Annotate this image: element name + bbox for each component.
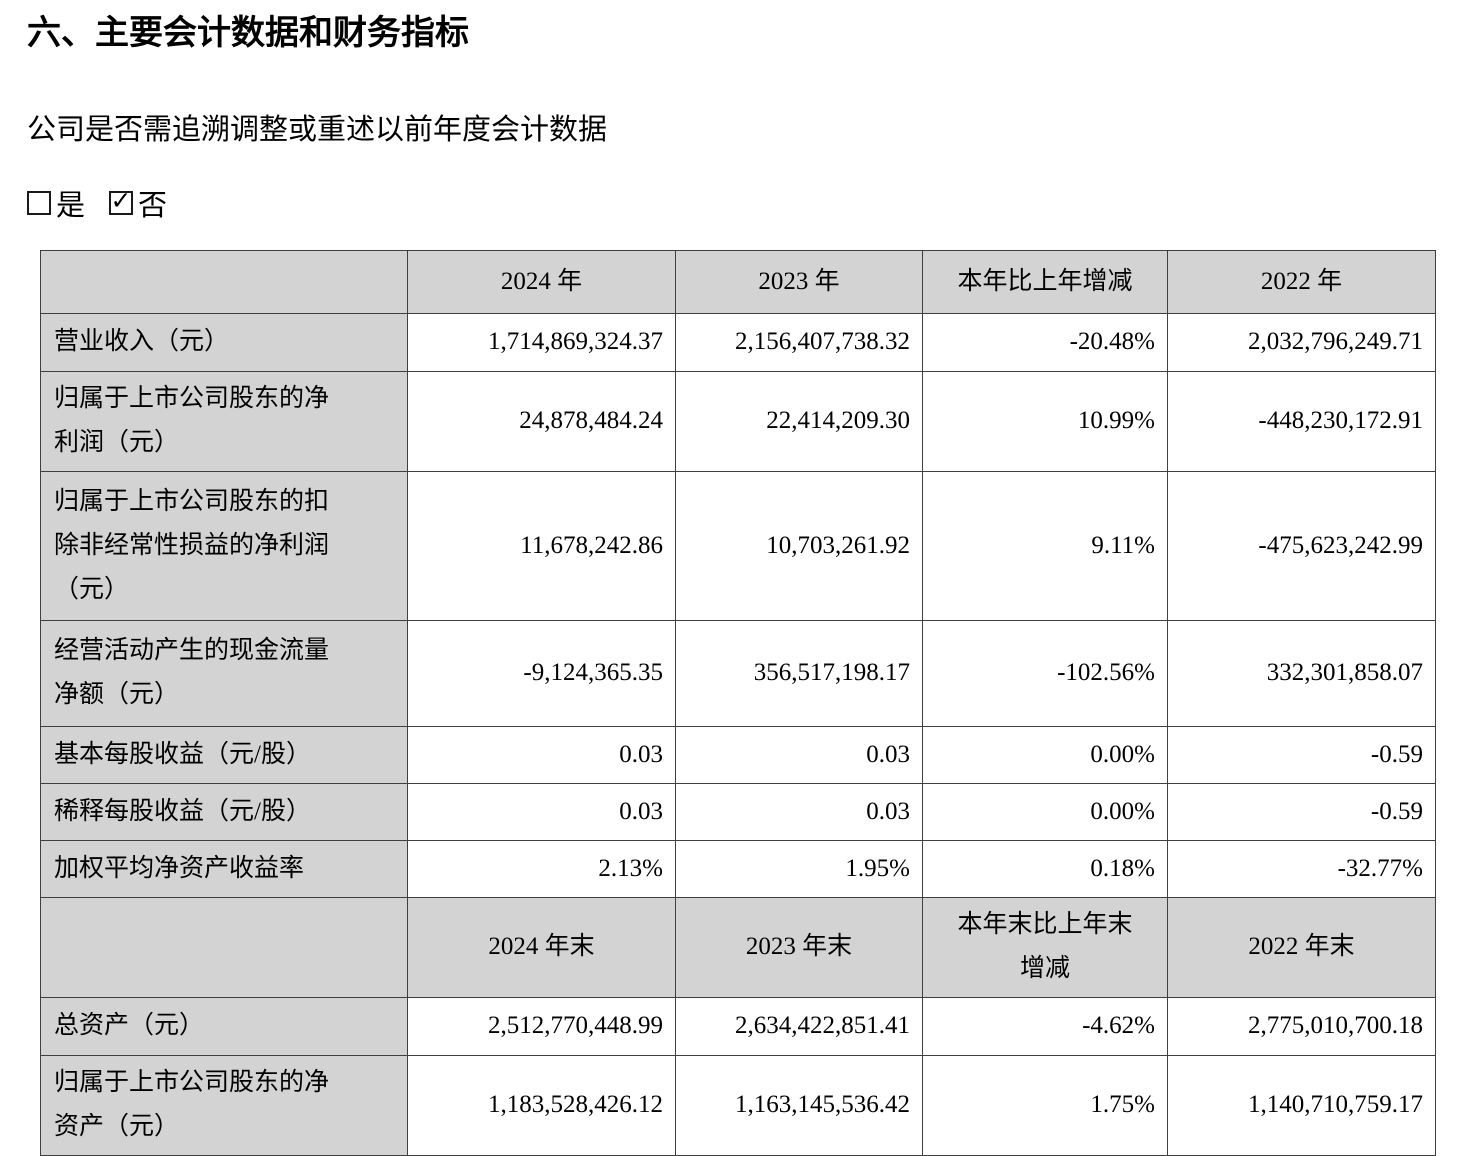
table-row-diluted-eps: 稀释每股收益（元/股） 0.03 0.03 0.00% -0.59 (40, 782, 1436, 841)
option-yes-label: 是 (56, 189, 86, 222)
value-change-cell: 0.00% (922, 725, 1168, 784)
value-change-cell: 1.75% (922, 1054, 1168, 1156)
value-2024-cell: 0.03 (407, 782, 676, 841)
value-2024-cell: 1,183,528,426.12 (407, 1054, 676, 1156)
eoy-header-2023-cell: 2023 年末 (675, 896, 923, 998)
table-row-weighted-avg-roe: 加权平均净资产收益率 2.13% 1.95% 0.18% -32.77% (40, 839, 1436, 898)
section-title: 六、主要会计数据和财务指标 (27, 15, 469, 52)
checkbox-checked-icon: ✓ (109, 185, 134, 215)
annual-header-2022-cell: 2022 年 (1167, 249, 1436, 314)
value-2023-cell: 1,163,145,536.42 (675, 1054, 923, 1156)
value-2022-cell: 332,301,858.07 (1167, 619, 1436, 727)
value-change-cell: 9.11% (922, 470, 1168, 621)
table-row-basic-eps: 基本每股收益（元/股） 0.03 0.03 0.00% -0.59 (40, 725, 1436, 784)
eoy-header-2022-cell: 2022 年末 (1167, 896, 1436, 998)
value-2023-cell: 10,703,261.92 (675, 470, 923, 621)
value-2023-cell: 2,156,407,738.32 (675, 312, 923, 372)
value-2022-cell: -0.59 (1167, 782, 1436, 841)
value-change-cell: -102.56% (922, 619, 1168, 727)
value-2022-cell: 1,140,710,759.17 (1167, 1054, 1436, 1156)
option-yes: 是 (27, 182, 85, 224)
restatement-question: 公司是否需追溯调整或重述以前年度会计数据 (27, 113, 608, 146)
value-2023-cell: 22,414,209.30 (675, 370, 923, 472)
value-2023-cell: 0.03 (675, 725, 923, 784)
indicator-label-cell: 经营活动产生的现金流量 净额（元） (40, 619, 408, 727)
indicator-label-cell: 基本每股收益（元/股） (40, 725, 408, 784)
eoy-header-blank-cell (40, 896, 408, 998)
restatement-options: 是 ✓ 否 (27, 182, 1458, 224)
value-2024-cell: 24,878,484.24 (407, 370, 676, 472)
indicator-label-cell: 营业收入（元） (40, 312, 408, 372)
value-2022-cell: -448,230,172.91 (1167, 370, 1436, 472)
value-2022-cell: 2,775,010,700.18 (1167, 996, 1436, 1056)
indicator-label-cell: 加权平均净资产收益率 (40, 839, 408, 898)
indicator-label-cell: 归属于上市公司股东的净 资产（元） (40, 1054, 408, 1156)
value-2024-cell: 1,714,869,324.37 (407, 312, 676, 372)
value-change-cell: 0.18% (922, 839, 1168, 898)
value-change-cell: 0.00% (922, 782, 1168, 841)
eoy-header-change-cell: 本年末比上年末 增减 (922, 896, 1168, 998)
indicator-label-cell: 归属于上市公司股东的净 利润（元） (40, 370, 408, 472)
value-2022-cell: -32.77% (1167, 839, 1436, 898)
checkbox-unchecked-icon (27, 190, 51, 215)
indicator-label-cell: 归属于上市公司股东的扣 除非经常性损益的净利润 （元） (40, 470, 408, 621)
value-2024-cell: 2.13% (407, 839, 676, 898)
indicator-label-cell: 总资产（元） (40, 996, 408, 1056)
indicator-label-cell: 稀释每股收益（元/股） (40, 782, 408, 841)
value-2024-cell: -9,124,365.35 (407, 619, 676, 727)
value-2023-cell: 0.03 (675, 782, 923, 841)
annual-header-row: 2024 年 2023 年 本年比上年增减 2022 年 (40, 249, 1436, 314)
value-2022-cell: 2,032,796,249.71 (1167, 312, 1436, 372)
value-2024-cell: 2,512,770,448.99 (407, 996, 676, 1056)
checkmark-icon: ✓ (110, 185, 132, 215)
value-2024-cell: 0.03 (407, 725, 676, 784)
eoy-header-2024-cell: 2024 年末 (407, 896, 676, 998)
value-change-cell: -4.62% (922, 996, 1168, 1056)
value-change-cell: -20.48% (922, 312, 1168, 372)
table-row-total-assets: 总资产（元） 2,512,770,448.99 2,634,422,851.41… (40, 996, 1436, 1056)
table-row-net-profit: 归属于上市公司股东的净 利润（元） 24,878,484.24 22,414,2… (40, 370, 1436, 472)
value-2024-cell: 11,678,242.86 (407, 470, 676, 621)
value-2022-cell: -0.59 (1167, 725, 1436, 784)
value-2023-cell: 356,517,198.17 (675, 619, 923, 727)
key-financials-table: 2024 年 2023 年 本年比上年增减 2022 年 营业收入（元） 1,7… (40, 249, 1436, 1156)
value-2023-cell: 2,634,422,851.41 (675, 996, 923, 1056)
table-row-net-assets: 归属于上市公司股东的净 资产（元） 1,183,528,426.12 1,163… (40, 1054, 1436, 1156)
value-2023-cell: 1.95% (675, 839, 923, 898)
value-2022-cell: -475,623,242.99 (1167, 470, 1436, 621)
value-change-cell: 10.99% (922, 370, 1168, 472)
annual-header-change-cell: 本年比上年增减 (922, 249, 1168, 314)
table-row-operating-cash-flow: 经营活动产生的现金流量 净额（元） -9,124,365.35 356,517,… (40, 619, 1436, 727)
annual-header-2024-cell: 2024 年 (407, 249, 676, 314)
table-row-net-profit-excl-nonrecurring: 归属于上市公司股东的扣 除非经常性损益的净利润 （元） 11,678,242.8… (40, 470, 1436, 621)
eoy-header-row: 2024 年末 2023 年末 本年末比上年末 增减 2022 年末 (40, 896, 1436, 998)
table-row-revenue: 营业收入（元） 1,714,869,324.37 2,156,407,738.3… (40, 312, 1436, 372)
option-no: ✓ 否 (109, 182, 167, 224)
annual-header-blank-cell (40, 249, 408, 314)
annual-header-2023-cell: 2023 年 (675, 249, 923, 314)
option-no-label: 否 (138, 189, 168, 222)
